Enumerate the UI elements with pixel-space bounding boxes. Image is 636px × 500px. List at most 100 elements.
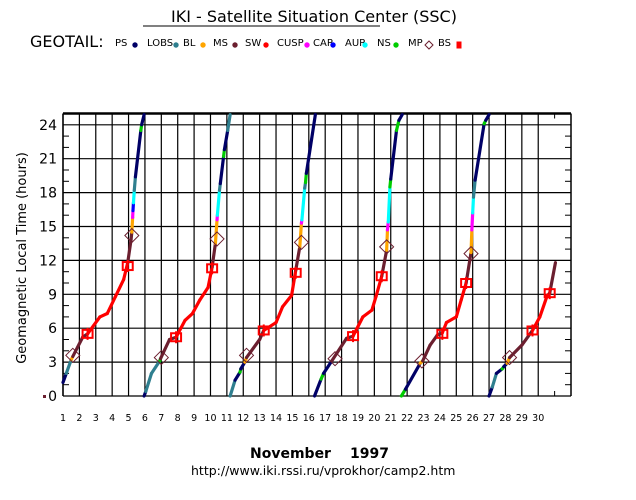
- orbit-segment-sw: [280, 293, 294, 309]
- orbit-segment-sw: [444, 315, 458, 325]
- x-tick-label: 15: [286, 413, 298, 424]
- orbit-segment-bl: [213, 218, 219, 246]
- x-tick-label: 16: [303, 413, 315, 424]
- orbit-3: [228, 113, 317, 398]
- orbit-segment-ps: [222, 128, 230, 152]
- x-tick-label: 18: [336, 413, 348, 424]
- orbit-segment-lobs: [226, 113, 232, 133]
- legend-label-lobs: LOBS: [147, 38, 173, 49]
- footer-month: November: [250, 446, 331, 462]
- x-tick-label: 11: [221, 413, 233, 424]
- x-tick-label: 14: [270, 413, 282, 424]
- legend-marker-cusp: [304, 42, 310, 48]
- grid: [62, 112, 572, 397]
- mp-marker: [65, 347, 81, 364]
- orbit-segment-ps: [140, 113, 146, 127]
- x-tick-label: 22: [401, 413, 413, 424]
- mp-marker: [378, 239, 395, 255]
- y-tick-label: 9: [48, 287, 57, 303]
- x-tick-label: 4: [109, 413, 115, 424]
- x-tick-label: 7: [158, 413, 164, 424]
- orbit-segment-sw: [274, 305, 285, 325]
- x-tick-label: 19: [352, 413, 364, 424]
- legend-label-bs: BS: [438, 38, 451, 49]
- orbit-segment-ms: [507, 343, 524, 360]
- orbit-segment-sw: [262, 320, 278, 333]
- legend: PS LOBS BL MS SW CUSP CAP AUR NS MP BS: [115, 38, 462, 50]
- origin-dot: [43, 395, 46, 398]
- orbit-segment-sw: [85, 315, 102, 336]
- orbit-segment-ps: [403, 361, 422, 391]
- orbit-segment-sw: [530, 315, 542, 333]
- orbit-segment-lobs: [144, 371, 154, 394]
- orbit-segment-ms: [126, 238, 133, 265]
- x-tick-label: 30: [532, 413, 544, 424]
- x-tick-label: 3: [93, 413, 99, 424]
- orbit-segment-aur: [300, 186, 307, 222]
- legend-label-cap: CAP: [313, 38, 333, 49]
- satellite-label: GEOTAIL:: [30, 32, 104, 51]
- orbit-segment-lobs: [471, 178, 477, 199]
- orbit-segment-sw: [454, 298, 463, 319]
- orbit-4: [312, 113, 404, 398]
- y-tick-label: 6: [48, 321, 57, 337]
- y-axis-label: Geomagnetic Local Time (hours): [15, 152, 30, 364]
- legend-label-cusp: CUSP: [277, 38, 304, 49]
- chart-title: IKI - Satellite Situation Center (SSC): [171, 7, 457, 26]
- legend-label-ms: MS: [213, 38, 228, 49]
- orbit-segment-sw: [174, 318, 187, 339]
- orbit-segment-ps: [304, 113, 317, 175]
- legend-marker-sw: [263, 42, 269, 48]
- orbit-segment-ms: [428, 333, 440, 347]
- orbit-segment-sw: [198, 285, 210, 302]
- orbit-segment-ms: [294, 245, 302, 273]
- legend-label-mp: MP: [408, 38, 423, 49]
- orbit-segment-ms: [71, 335, 85, 359]
- x-tick-label: 12: [237, 413, 249, 424]
- orbit-segment-ms: [158, 337, 172, 361]
- mp-marker: [209, 231, 225, 247]
- footer-year: 1997: [350, 446, 389, 462]
- orbit-segment-sw: [190, 298, 202, 316]
- legend-marker-ms: [232, 42, 238, 48]
- orbit-segment-ps: [312, 377, 323, 398]
- legend-marker-ps: [132, 42, 138, 48]
- mp-marker: [463, 245, 479, 262]
- mp-marker: [424, 40, 434, 50]
- legend-label-bl: BL: [183, 38, 196, 49]
- orbits: [61, 113, 558, 398]
- x-tick-label: 25: [450, 413, 462, 424]
- y-tick-label: 3: [48, 355, 57, 371]
- orbit-segment-sw: [183, 311, 195, 322]
- mp-marker: [327, 351, 343, 367]
- x-tick-label: 6: [142, 413, 148, 424]
- legend-label-ns: NS: [377, 38, 391, 49]
- legend-marker-lobs: [173, 42, 179, 48]
- legend-marker-bl: [200, 42, 206, 48]
- orbit-segment-ps: [484, 113, 491, 122]
- orbit-segment-ns: [394, 118, 401, 133]
- y-tick-label: 24: [39, 118, 57, 134]
- orbit-segment-ps: [473, 122, 486, 182]
- legend-marker-aur: [362, 42, 368, 48]
- x-tick-label: 5: [126, 413, 132, 424]
- orbit-segment-lobs: [490, 371, 499, 389]
- mp-marker: [414, 353, 430, 369]
- orbit-2: [142, 113, 232, 398]
- footer-url: http://www.iki.rssi.ru/vprokhor/camp2.ht…: [191, 463, 455, 478]
- orbit-segment-lobs: [228, 378, 237, 398]
- y-tick-label: 18: [39, 186, 57, 202]
- orbit-6: [487, 261, 558, 398]
- orbit-1: [61, 113, 146, 385]
- mp-marker: [501, 349, 518, 366]
- orbit-segment-sw: [538, 293, 549, 319]
- orbit-segment-aur: [386, 185, 392, 224]
- orbit-segment-lobs: [132, 175, 138, 192]
- orbit-segment-aur: [215, 188, 222, 217]
- orbit-segment-ps: [218, 154, 226, 186]
- x-tick-label: 8: [175, 413, 181, 424]
- x-tick-label: 21: [385, 413, 397, 424]
- orbit-segment-sw: [370, 294, 378, 312]
- mp-marker: [293, 234, 310, 251]
